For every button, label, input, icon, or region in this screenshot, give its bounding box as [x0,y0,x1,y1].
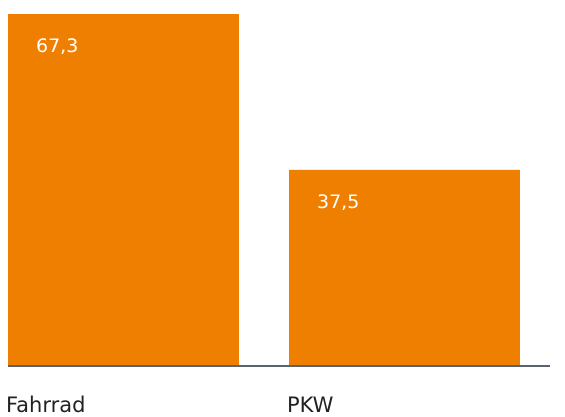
value-label-pkw: 37,5 [317,191,359,213]
category-label-pkw: PKW [287,393,334,417]
bars-group [8,14,520,366]
value-label-fahrrad: 67,3 [36,35,78,57]
bar-pkw [289,169,520,366]
labels-group: 67,3 Fahrrad 37,5 PKW [6,35,359,417]
category-label-fahrrad: Fahrrad [6,393,85,417]
bar-fahrrad [8,14,239,366]
